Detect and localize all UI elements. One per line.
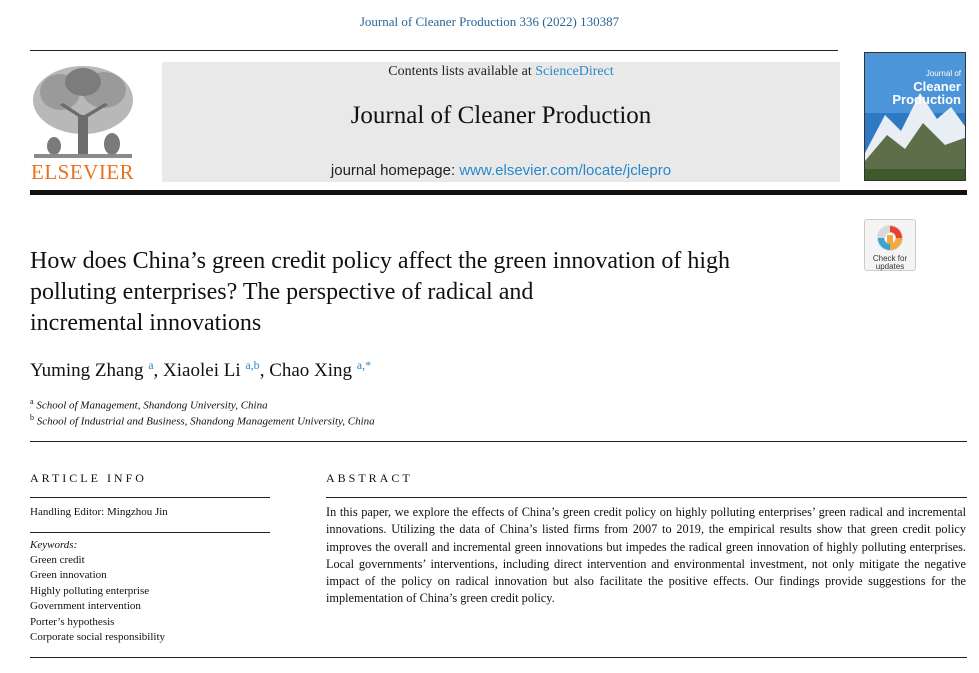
affiliation-mark: a — [30, 397, 34, 406]
affiliation-item: b School of Industrial and Business, Sha… — [30, 413, 375, 428]
affiliation-item: a School of Management, Shandong Univers… — [30, 397, 268, 412]
elsevier-tree-logo — [33, 66, 133, 158]
keyword-item: Government intervention — [30, 600, 141, 613]
author-name[interactable]: Chao Xing — [269, 360, 353, 381]
cover-artwork — [865, 53, 965, 180]
author-affiliation-mark[interactable]: a,* — [356, 358, 372, 372]
keyword-item: Green credit — [30, 554, 85, 566]
keyword-item: Highly polluting enterprise — [30, 584, 150, 597]
keyword-item: Porter’s hypothesis — [30, 615, 115, 628]
journal-title: Journal of Cleaner Production — [350, 102, 652, 129]
article-info-rule — [30, 497, 270, 498]
section-divider — [30, 441, 967, 442]
header-bottom-rule — [30, 190, 967, 195]
author-name[interactable]: Yuming Zhang — [30, 360, 144, 381]
contents-available-line: Contents lists available at ScienceDirec… — [162, 64, 840, 80]
check-for-updates-button[interactable]: Check for updates — [864, 219, 916, 271]
journal-homepage-line: journal homepage: www.elsevier.com/locat… — [162, 162, 840, 179]
cover-title-line1: Journal of — [925, 69, 961, 78]
bottom-rule — [30, 657, 967, 658]
abstract-rule — [326, 497, 967, 498]
abstract-text: In this paper, we explore the effects of… — [326, 505, 966, 606]
crossmark-icon — [877, 225, 903, 251]
journal-cover-image[interactable]: Journal of Cleaner Production — [864, 52, 966, 181]
author-affiliation-mark[interactable]: a — [148, 358, 154, 372]
keywords-rule — [30, 532, 270, 533]
author-affiliation-mark[interactable]: a,b — [245, 358, 260, 372]
affiliation-text: School of Management, Shandong Universit… — [36, 399, 268, 412]
author-name[interactable]: Xiaolei Li — [163, 360, 241, 381]
homepage-link[interactable]: www.elsevier.com/locate/jclepro — [459, 162, 672, 179]
cover-title: Journal of Cleaner Production — [892, 67, 961, 106]
article-title: How does China’s green credit policy aff… — [30, 246, 850, 339]
sciencedirect-link[interactable]: ScienceDirect — [535, 64, 614, 79]
elsevier-wordmark[interactable]: ELSEVIER — [31, 160, 135, 184]
homepage-prefix: journal homepage: — [330, 162, 460, 179]
handling-editor: Handling Editor: Mingzhou Jin — [30, 506, 168, 518]
article-info-heading: ARTICLE INFO — [30, 471, 147, 485]
keywords-list: Green credit Green innovation Highly pol… — [30, 553, 165, 645]
header-top-rule — [30, 50, 838, 51]
check-updates-line1: Check for — [872, 254, 908, 263]
keyword-item: Green innovation — [30, 569, 107, 582]
cover-title-line2: Cleaner — [913, 79, 961, 94]
keyword-item: Corporate social responsibility — [30, 631, 166, 644]
contents-prefix: Contents lists available at — [388, 64, 536, 79]
keywords-label: Keywords: — [30, 539, 78, 551]
abstract-heading: ABSTRACT — [326, 471, 413, 485]
affiliation-mark: b — [30, 413, 34, 422]
journal-header-box — [162, 62, 840, 182]
article-title-line: polluting enterprises? The perspective o… — [30, 279, 534, 305]
journal-citation[interactable]: Journal of Cleaner Production 336 (2022)… — [359, 14, 620, 29]
author-list: Yuming Zhang a, Xiaolei Li a,b, Chao Xin… — [30, 358, 372, 381]
article-title-line: incremental innovations — [30, 310, 262, 336]
article-title-line: How does China’s green credit policy aff… — [30, 248, 731, 274]
cover-title-line3: Production — [892, 92, 961, 107]
affiliation-text: School of Industrial and Business, Shand… — [36, 415, 375, 428]
check-updates-line2: updates — [875, 262, 905, 271]
